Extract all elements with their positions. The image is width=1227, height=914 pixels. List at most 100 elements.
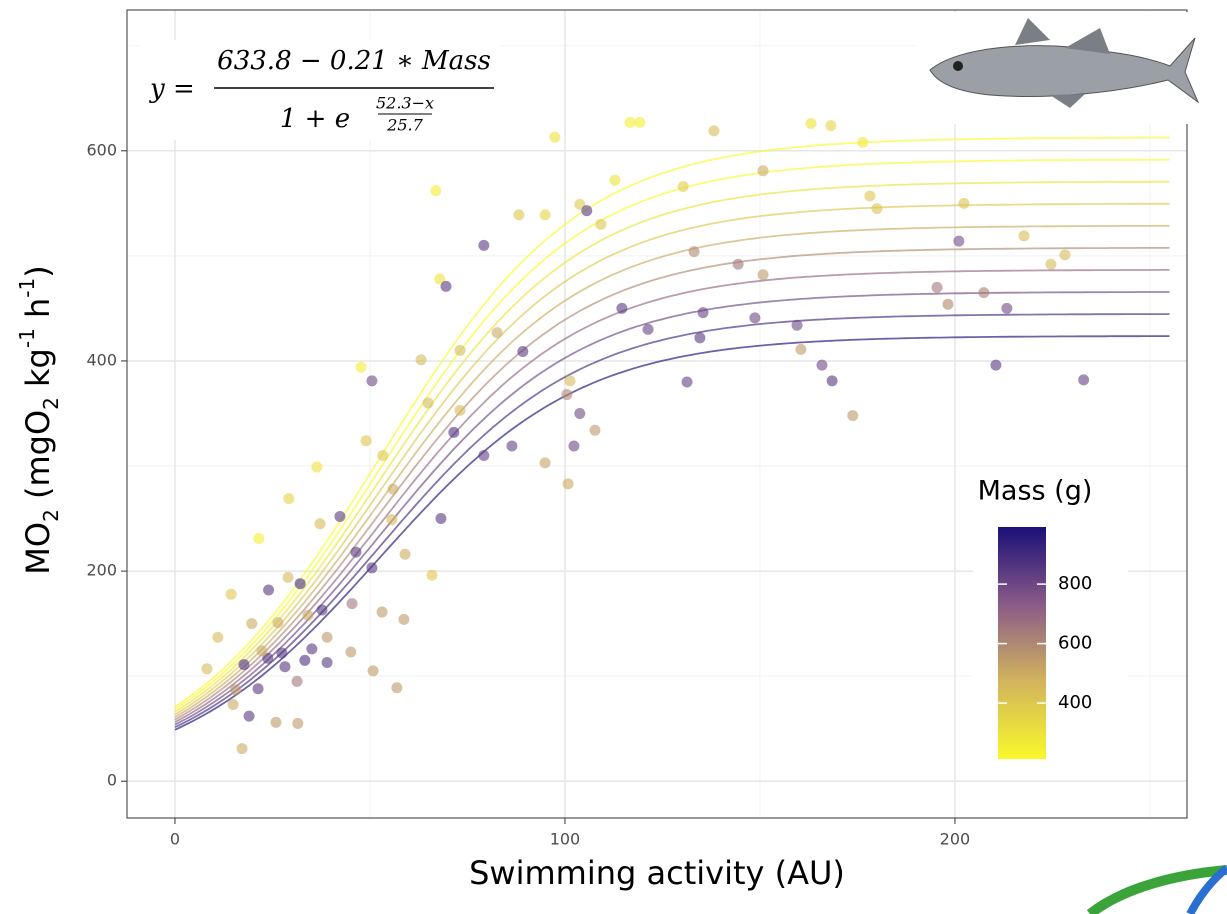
data-point <box>283 493 295 505</box>
logo-arc <box>1086 865 1227 914</box>
data-point <box>978 287 990 299</box>
data-point <box>398 613 410 625</box>
y-label-part: h <box>19 298 57 328</box>
fit-curve <box>174 291 1170 726</box>
points <box>201 116 1090 755</box>
data-point <box>749 312 761 324</box>
data-point <box>1001 302 1013 314</box>
data-point <box>581 205 593 217</box>
fit-curve <box>174 180 1170 713</box>
logo-arc-blue <box>1186 864 1227 914</box>
data-point <box>434 273 446 285</box>
data-point <box>958 197 970 209</box>
data-point <box>757 165 769 177</box>
x-tick-label: 200 <box>940 830 971 849</box>
data-point <box>616 302 628 314</box>
data-point <box>314 518 326 530</box>
y-label-part: (mgO <box>19 410 57 509</box>
data-point <box>282 571 294 583</box>
data-point <box>366 375 378 387</box>
data-point <box>355 361 367 373</box>
data-point <box>238 659 250 671</box>
data-point <box>346 598 358 610</box>
data-point <box>225 588 237 600</box>
y-label-part: ) <box>19 265 57 277</box>
data-point <box>642 323 654 335</box>
y-label-part: MO <box>19 522 57 575</box>
data-point <box>350 546 362 558</box>
data-point <box>506 440 518 452</box>
fit-curve <box>174 335 1170 731</box>
data-point <box>688 246 700 258</box>
data-point <box>826 375 838 387</box>
data-point <box>256 645 268 657</box>
data-point <box>302 609 314 621</box>
data-point <box>564 375 576 387</box>
data-point <box>386 514 398 526</box>
data-point <box>252 683 264 695</box>
equation-lhs: y = <box>149 74 195 104</box>
data-point <box>624 116 636 128</box>
data-point <box>864 190 876 202</box>
fit-curves <box>174 136 1170 731</box>
data-point <box>561 389 573 401</box>
data-point <box>360 435 372 447</box>
data-point <box>847 410 859 422</box>
data-point <box>299 654 311 666</box>
data-point <box>435 513 447 525</box>
data-point <box>316 604 328 616</box>
data-point <box>513 209 525 221</box>
fit-curve <box>174 202 1170 716</box>
fit-curve <box>174 247 1170 721</box>
data-point <box>942 298 954 310</box>
equation-bg <box>140 40 500 140</box>
data-point <box>1078 374 1090 386</box>
data-point <box>306 643 318 655</box>
fish-body <box>929 37 1200 104</box>
data-point <box>539 209 551 221</box>
x-axis-title: Swimming activity (AU) <box>469 854 845 892</box>
y-label-part: -1 <box>15 278 39 298</box>
data-point <box>568 440 580 452</box>
y-tick-label: 200 <box>86 561 117 580</box>
data-point <box>387 483 399 495</box>
data-point <box>549 131 561 143</box>
y-label-part: -1 <box>15 328 39 348</box>
y-tick-label: 400 <box>86 350 117 369</box>
data-point <box>609 174 621 186</box>
y-axis-title: MO2 (mgO2 kg-1 h-1) <box>15 265 63 574</box>
data-point <box>227 699 239 711</box>
data-point <box>595 218 607 230</box>
equation-numerator: 633.8 − 0.21 ∗ Mass <box>217 46 491 76</box>
data-point <box>422 397 434 409</box>
data-point <box>292 717 304 729</box>
x-tick-label: 100 <box>550 830 581 849</box>
colorbar-tick-label: 800 <box>1058 573 1092 594</box>
data-point <box>366 562 378 574</box>
data-point <box>491 327 503 339</box>
data-point <box>270 716 282 728</box>
y-tick-label: 0 <box>107 771 117 790</box>
data-point <box>708 125 720 137</box>
data-point <box>1045 258 1057 270</box>
data-point <box>816 359 828 371</box>
equation-denominator: 1 + e <box>280 104 350 134</box>
data-point <box>279 661 291 673</box>
data-point <box>246 618 258 630</box>
data-point <box>589 424 601 436</box>
data-point <box>454 404 466 416</box>
fit-curve <box>174 158 1170 711</box>
data-point <box>478 450 490 462</box>
data-point <box>377 450 389 462</box>
data-point <box>694 332 706 344</box>
data-point <box>478 239 490 251</box>
data-point <box>953 235 965 247</box>
data-point <box>391 682 403 694</box>
data-point <box>291 675 303 687</box>
y-label-part: 2 <box>39 397 63 410</box>
equation-exp-denominator: 25.7 <box>386 116 423 135</box>
fish-illustration <box>918 12 1200 124</box>
data-point <box>311 461 323 473</box>
colorbar-tick-label: 600 <box>1058 633 1092 654</box>
